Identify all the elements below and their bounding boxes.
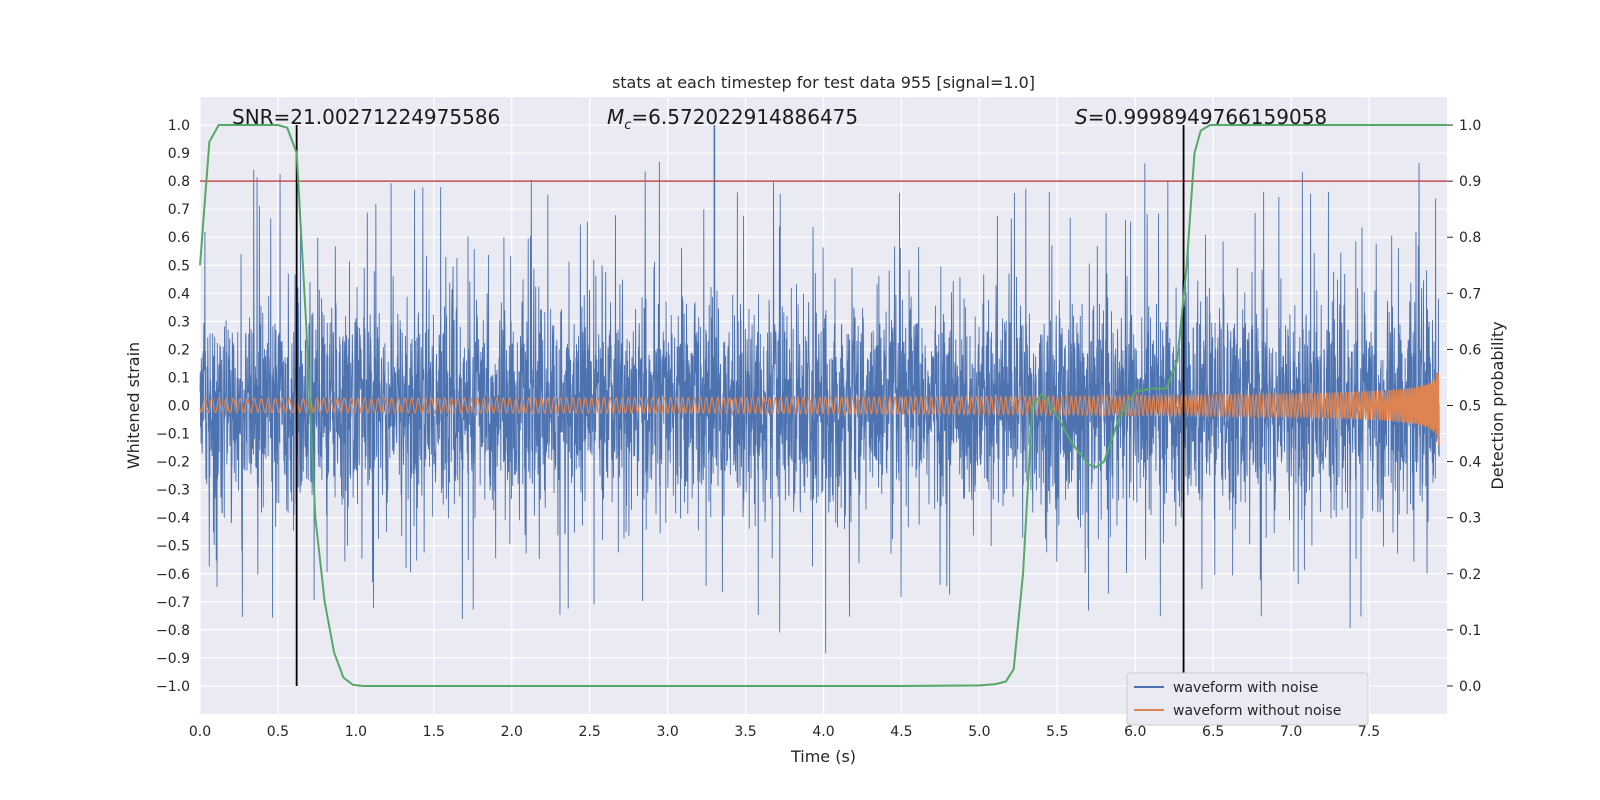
y-tick-label: 0.1 bbox=[168, 370, 190, 386]
legend: waveform with noise waveform without noi… bbox=[1126, 672, 1369, 726]
y-tick-label: 0.7 bbox=[168, 202, 190, 218]
y2-tick-label: 0.0 bbox=[1459, 679, 1481, 695]
y2-tick-label: 0.5 bbox=[1459, 399, 1481, 415]
x-tick-label: 5.0 bbox=[968, 724, 990, 740]
y-tick-label: 0.6 bbox=[168, 230, 190, 246]
score-annotation: S=0.9998949766159058 bbox=[1075, 105, 1327, 129]
y2-tick-label: 0.4 bbox=[1459, 455, 1481, 471]
y-tick-label: 0.0 bbox=[168, 399, 190, 415]
mc-subscript: c bbox=[624, 118, 631, 133]
x-tick-label: 7.5 bbox=[1358, 724, 1380, 740]
noise-line bbox=[199, 161, 1440, 654]
series-waveform-without-noise bbox=[199, 372, 1440, 446]
x-axis-label: Time (s) bbox=[790, 747, 856, 766]
s-value: =0.9998949766159058 bbox=[1088, 105, 1327, 129]
series-waveform-with-noise bbox=[199, 125, 1440, 654]
y2-tick-label: 0.2 bbox=[1459, 567, 1481, 583]
mc-symbol: M bbox=[607, 105, 624, 129]
vertical-markers bbox=[295, 125, 1185, 686]
x-tick-label: 3.5 bbox=[734, 724, 756, 740]
series-detection-probability bbox=[199, 124, 1447, 687]
y-tick-label: 0.9 bbox=[168, 146, 190, 162]
y-axis-ticks: 1.0 0.9 0.8 0.7 0.6 0.5 0.4 0.3 0.2 0.1 0.0 −0.1 −0.… bbox=[156, 118, 190, 695]
x-tick-label: 4.5 bbox=[890, 724, 912, 740]
mc-value: =6.572022914886475 bbox=[631, 105, 858, 129]
legend-label-clean: waveform without noise bbox=[1173, 703, 1341, 719]
y-tick-label: 0.2 bbox=[168, 342, 190, 358]
y2-tick-label: 0.9 bbox=[1459, 174, 1481, 190]
y2-axis-label: Detection probability bbox=[1488, 321, 1507, 489]
x-tick-label: 3.0 bbox=[656, 724, 678, 740]
x-tick-label: 0.5 bbox=[267, 724, 289, 740]
x-tick-label: 6.0 bbox=[1124, 724, 1146, 740]
y-tick-label: −1.0 bbox=[156, 679, 190, 695]
x-tick-label: 5.5 bbox=[1046, 724, 1068, 740]
legend-label-noise: waveform with noise bbox=[1173, 680, 1318, 696]
probability-line bbox=[199, 124, 1447, 687]
y-tick-label: −0.5 bbox=[156, 539, 190, 555]
y2-tick-label: 0.6 bbox=[1459, 342, 1481, 358]
y2-tick-label: 0.3 bbox=[1459, 511, 1481, 527]
y-tick-label: −0.7 bbox=[156, 595, 190, 611]
x-tick-label: 4.0 bbox=[812, 724, 834, 740]
y-tick-label: −0.9 bbox=[156, 651, 190, 667]
y2-tick-label: 0.1 bbox=[1459, 623, 1481, 639]
x-tick-label: 7.0 bbox=[1280, 724, 1302, 740]
s-symbol: S bbox=[1075, 105, 1088, 129]
y-tick-label: −0.3 bbox=[156, 483, 190, 499]
y-tick-label: 0.3 bbox=[168, 314, 190, 330]
chirp-mass-annotation: Mc=6.572022914886475 bbox=[607, 105, 858, 133]
y-tick-label: −0.8 bbox=[156, 623, 190, 639]
x-tick-label: 1.0 bbox=[345, 724, 367, 740]
y-tick-label: −0.4 bbox=[156, 511, 190, 527]
y-tick-label: 1.0 bbox=[168, 118, 190, 134]
x-tick-label: 1.5 bbox=[423, 724, 445, 740]
x-tick-label: 0.0 bbox=[189, 724, 211, 740]
y2-axis-ticks: 1.0 0.9 0.8 0.7 0.6 0.5 0.4 0.3 0.2 0.1 0.0 bbox=[1447, 118, 1481, 695]
clean-line bbox=[199, 372, 1440, 446]
y-tick-label: 0.8 bbox=[168, 174, 190, 190]
y-tick-label: −0.2 bbox=[156, 455, 190, 471]
y2-tick-label: 1.0 bbox=[1459, 118, 1481, 134]
x-tick-label: 2.0 bbox=[501, 724, 523, 740]
y-tick-label: 0.4 bbox=[168, 286, 190, 302]
x-tick-label: 2.5 bbox=[579, 724, 601, 740]
y2-tick-label: 0.8 bbox=[1459, 230, 1481, 246]
y-tick-label: −0.1 bbox=[156, 427, 190, 443]
x-tick-label: 6.5 bbox=[1202, 724, 1224, 740]
snr-annotation: SNR=21.00271224975586 bbox=[232, 105, 500, 129]
y2-tick-label: 0.7 bbox=[1459, 286, 1481, 302]
chart-title: stats at each timestep for test data 955… bbox=[612, 73, 1035, 92]
y-axis-label: Whitened strain bbox=[124, 342, 143, 469]
x-axis-ticks: 0.0 0.5 1.0 1.5 2.0 2.5 3.0 3.5 4.0 4.5 5.0 5.5 6.0 6… bbox=[189, 724, 1380, 740]
y-tick-label: −0.6 bbox=[156, 567, 190, 583]
y-tick-label: 0.5 bbox=[168, 258, 190, 274]
legend-box bbox=[1126, 672, 1369, 726]
